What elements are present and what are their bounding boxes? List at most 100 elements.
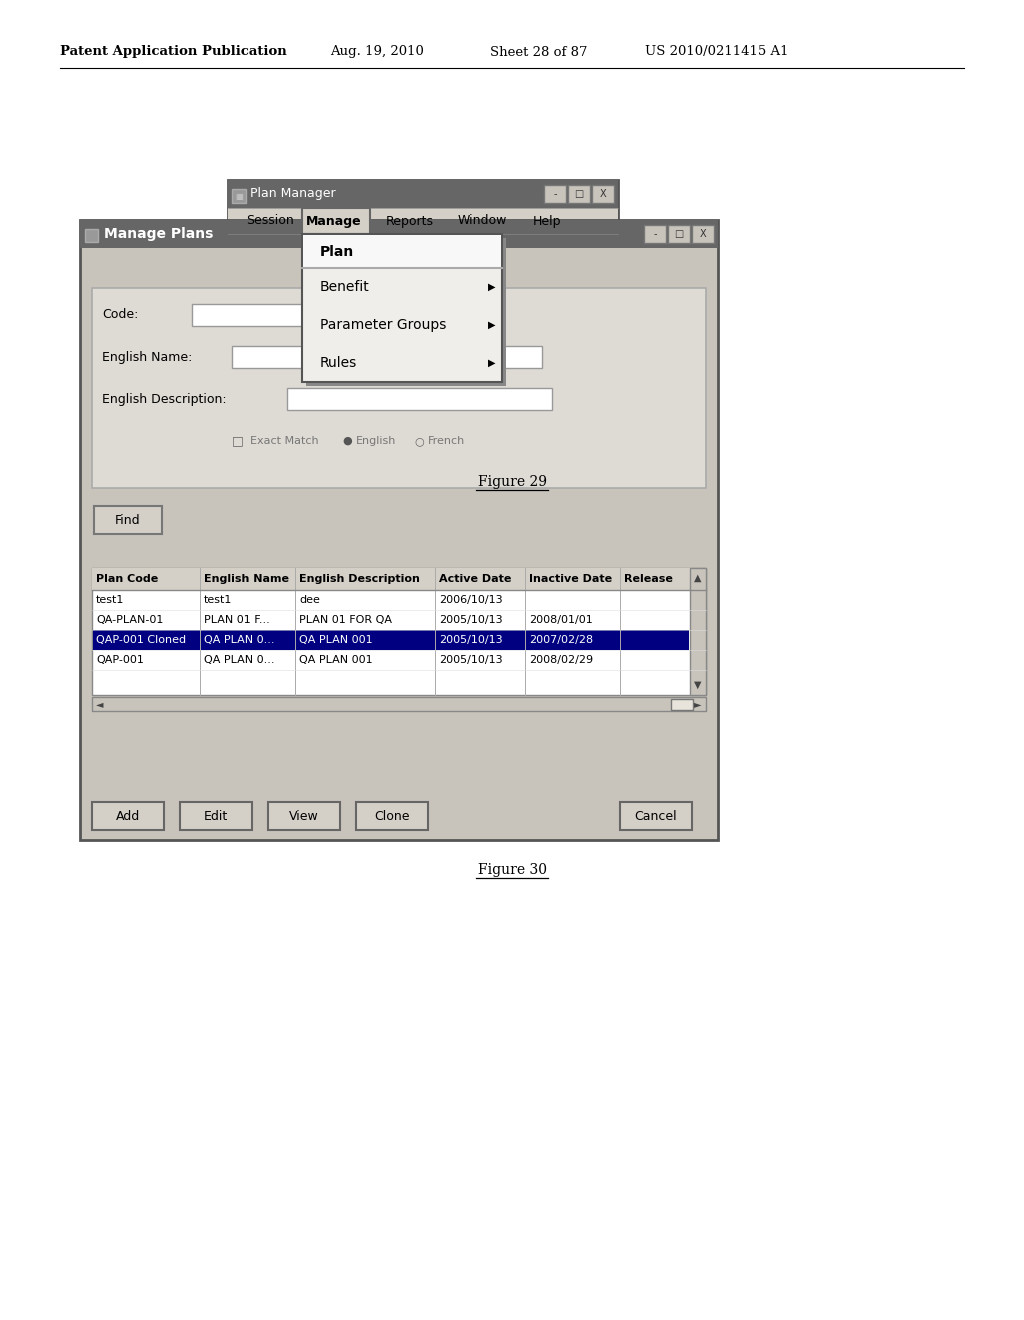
Text: 2005/10/13: 2005/10/13	[439, 635, 503, 645]
Text: ▶: ▶	[488, 282, 496, 292]
Text: QA PLAN 0...: QA PLAN 0...	[204, 635, 274, 645]
Text: -: -	[653, 228, 656, 239]
Bar	[568, 185, 590, 203]
Bar	[232, 346, 542, 368]
Text: French: French	[428, 436, 465, 446]
Text: □: □	[232, 434, 244, 447]
Bar	[180, 803, 252, 830]
Bar	[92, 568, 706, 696]
Text: US 2010/0211415 A1: US 2010/0211415 A1	[645, 45, 788, 58]
Text: Plan: Plan	[319, 246, 354, 259]
Text: Sheet 28 of 87: Sheet 28 of 87	[490, 45, 588, 58]
Bar	[306, 238, 506, 385]
Bar	[228, 180, 618, 209]
Text: 2008/02/29: 2008/02/29	[529, 655, 593, 665]
Text: English Name:: English Name:	[102, 351, 193, 363]
Text: ►: ►	[694, 700, 701, 709]
Bar	[302, 234, 502, 381]
Text: English Name: English Name	[204, 574, 289, 583]
Text: -: -	[553, 189, 557, 199]
Bar	[302, 209, 370, 234]
Text: ▲: ▲	[694, 573, 701, 583]
Bar	[80, 220, 718, 840]
Bar	[303, 235, 501, 268]
Bar	[92, 803, 164, 830]
Bar	[92, 288, 706, 488]
Text: PLAN 01 F...: PLAN 01 F...	[204, 615, 269, 624]
Text: ▶: ▶	[488, 358, 496, 368]
Bar	[592, 185, 614, 203]
Text: Figure 30: Figure 30	[477, 863, 547, 876]
Bar	[356, 803, 428, 830]
Bar	[268, 803, 340, 830]
Text: Manage Plans: Manage Plans	[104, 227, 213, 242]
Text: Inactive Date: Inactive Date	[529, 574, 612, 583]
Bar	[93, 630, 689, 649]
Text: Help: Help	[534, 214, 561, 227]
Bar	[671, 700, 693, 710]
Bar	[228, 180, 618, 450]
Text: Aug. 19, 2010: Aug. 19, 2010	[330, 45, 424, 58]
Text: Code:: Code:	[102, 309, 138, 322]
Text: Clone: Clone	[374, 809, 410, 822]
Text: Rules: Rules	[319, 356, 357, 370]
Bar	[228, 209, 618, 234]
Bar	[92, 697, 706, 711]
Text: 2005/10/13: 2005/10/13	[439, 615, 503, 624]
Text: ◄: ◄	[96, 700, 103, 709]
Text: □: □	[675, 228, 684, 239]
Bar	[287, 388, 552, 411]
Text: ●: ●	[342, 436, 352, 446]
Text: Window: Window	[458, 214, 507, 227]
Text: Benefit: Benefit	[319, 280, 370, 294]
Bar	[692, 224, 714, 243]
Text: Plan Manager: Plan Manager	[250, 187, 336, 201]
Text: QAP-001: QAP-001	[96, 655, 144, 665]
Text: test1: test1	[204, 595, 232, 605]
Text: X: X	[600, 189, 606, 199]
Bar	[92, 568, 706, 590]
Text: Add: Add	[116, 809, 140, 822]
Bar	[193, 304, 347, 326]
Text: English Description:: English Description:	[102, 392, 226, 405]
Bar	[80, 220, 718, 248]
Text: Exact Match: Exact Match	[250, 436, 318, 446]
Text: QA PLAN 001: QA PLAN 001	[299, 655, 373, 665]
Text: Active Date: Active Date	[439, 574, 511, 583]
Text: Plan Code: Plan Code	[96, 574, 159, 583]
Text: ○: ○	[414, 436, 424, 446]
Text: English: English	[356, 436, 396, 446]
Text: Parameter Groups: Parameter Groups	[319, 318, 446, 333]
Bar	[228, 234, 618, 450]
Text: Session: Session	[246, 214, 294, 227]
Text: 2005/10/13: 2005/10/13	[439, 655, 503, 665]
Text: Release: Release	[624, 574, 673, 583]
Text: 2007/02/28: 2007/02/28	[529, 635, 593, 645]
Bar	[232, 189, 246, 203]
Bar	[94, 506, 162, 535]
Text: English Description: English Description	[299, 574, 420, 583]
Text: Manage: Manage	[306, 214, 361, 227]
Bar	[644, 224, 666, 243]
Text: 2008/01/01: 2008/01/01	[529, 615, 593, 624]
Bar	[668, 224, 690, 243]
Text: ▦: ▦	[236, 191, 243, 201]
Text: QA PLAN 0...: QA PLAN 0...	[204, 655, 274, 665]
Text: Find: Find	[115, 513, 141, 527]
Text: dee: dee	[299, 595, 319, 605]
Text: QA PLAN 001: QA PLAN 001	[299, 635, 373, 645]
Text: QA-PLAN-01: QA-PLAN-01	[96, 615, 164, 624]
Text: 2006/10/13: 2006/10/13	[439, 595, 503, 605]
Text: ▼: ▼	[694, 680, 701, 690]
Text: X: X	[699, 228, 707, 239]
Bar	[620, 803, 692, 830]
Bar	[544, 185, 566, 203]
Text: QAP-001 Cloned: QAP-001 Cloned	[96, 635, 186, 645]
Text: PLAN 01 FOR QA: PLAN 01 FOR QA	[299, 615, 392, 624]
Bar	[85, 228, 98, 242]
Text: Reports: Reports	[386, 214, 434, 227]
Text: Cancel: Cancel	[635, 809, 677, 822]
Text: View: View	[289, 809, 318, 822]
Text: ▶: ▶	[488, 319, 496, 330]
Text: Figure 29: Figure 29	[477, 475, 547, 488]
